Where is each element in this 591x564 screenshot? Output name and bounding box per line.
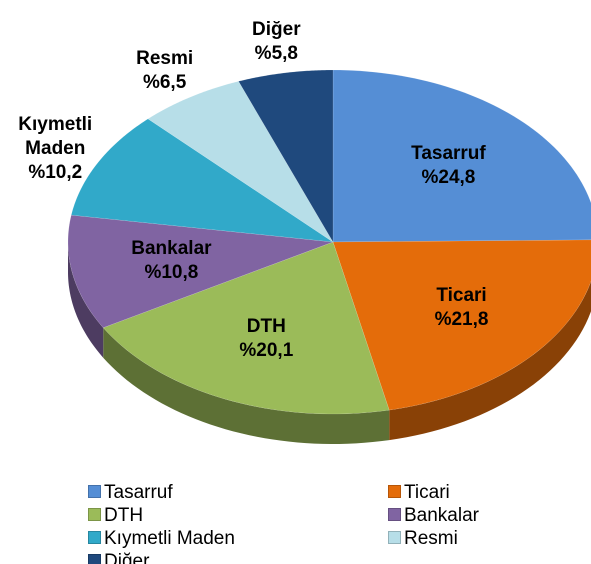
legend-item: DTH (88, 506, 143, 526)
data-label: Resmi %6,5 (105, 47, 225, 95)
slice-name: Diğer (252, 19, 301, 41)
legend-swatch (388, 485, 401, 498)
slice-value: %5,8 (254, 43, 298, 65)
slice-side (68, 242, 104, 358)
slice-name: Kıymetli Maden (18, 113, 93, 159)
slice-side (389, 281, 591, 441)
legend-item: Bankalar (388, 506, 479, 526)
legend-label: Resmi (404, 528, 458, 549)
slice-value: %10,8 (144, 262, 199, 284)
slice-name: Bankalar (131, 238, 212, 260)
legend-label: Kıymetli Maden (104, 528, 235, 549)
slice-side (103, 327, 390, 444)
legend-swatch (88, 485, 101, 498)
slice (147, 81, 334, 243)
slice (67, 214, 334, 328)
legend-item: Resmi (388, 529, 458, 549)
slice (70, 118, 334, 243)
slice (332, 239, 591, 411)
legend-label: Ticari (404, 482, 450, 503)
legend-item: Ticari (388, 483, 450, 503)
legend-item: Tasarruf (88, 483, 173, 503)
legend-swatch (88, 531, 101, 544)
slice-value: %24,8 (421, 167, 476, 189)
legend-label: DTH (104, 505, 144, 526)
slice (332, 69, 591, 243)
slice-value: %20,1 (239, 340, 294, 362)
legend-swatch (388, 508, 401, 521)
slice-name: Ticari (436, 285, 487, 307)
legend-label: Diğer (104, 551, 150, 564)
legend-swatch (88, 508, 101, 521)
slice-name: DTH (246, 316, 286, 338)
data-label: Bankalar %10,8 (111, 237, 231, 285)
data-label: DTH %20,1 (206, 315, 326, 363)
data-label: Ticari %21,8 (402, 284, 522, 332)
legend-item: Diğer (88, 552, 149, 564)
slice-name: Tasarruf (411, 143, 486, 165)
slice-value: %10,2 (28, 161, 83, 183)
legend-swatch (88, 554, 101, 564)
data-label: Diğer %5,8 (216, 18, 336, 66)
slice-value: %21,8 (434, 309, 489, 331)
slice (102, 241, 390, 415)
data-label: Tasarruf %24,8 (388, 142, 508, 190)
legend-label: Tasarruf (104, 482, 173, 503)
slice-value: %6,5 (142, 71, 187, 93)
slice-name: Resmi (136, 47, 194, 69)
legend-label: Bankalar (404, 505, 479, 526)
legend-item: Kıymetli Maden (88, 529, 235, 549)
slice (238, 69, 334, 243)
legend-swatch (388, 531, 401, 544)
data-label: Kıymetli Maden %10,2 (0, 113, 115, 185)
